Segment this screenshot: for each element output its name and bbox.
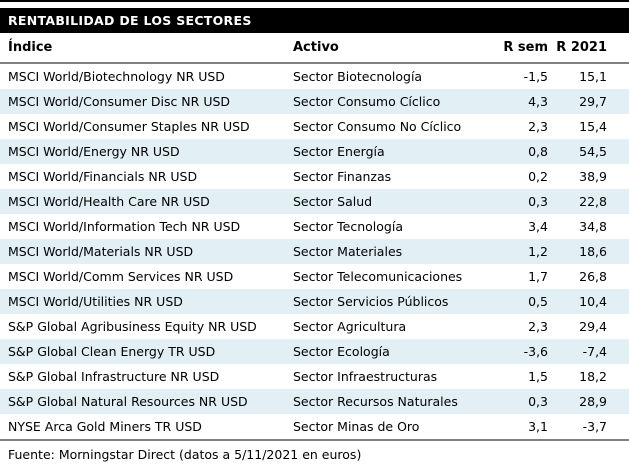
index-cell: S&P Global Natural Resources NR USD [8, 394, 248, 409]
r-sem-cell: 0,3 [528, 194, 548, 209]
r-2021-cell: -7,4 [582, 344, 607, 359]
table-row: MSCI World/Utilities NR USD Sector Servic… [0, 289, 629, 314]
table-row: MSCI World/Materials NR USD Sector Materi… [0, 239, 629, 264]
r-2021-cell: 15,4 [579, 119, 607, 134]
r-2021-cell: 15,1 [579, 69, 607, 84]
index-cell: MSCI World/Consumer Disc NR USD [8, 94, 231, 109]
table-body: MSCI World/Biotechnology NR USD Sector Bi… [0, 64, 629, 439]
index-cell: MSCI World/Biotechnology NR USD [8, 69, 225, 84]
r-sem-cell: 1,2 [528, 244, 548, 259]
r-2021-cell: 54,5 [579, 144, 607, 159]
table-row: MSCI World/Consumer Staples NR USD Sector… [0, 114, 629, 139]
r-sem-cell: -1,5 [523, 69, 548, 84]
index-cell: S&P Global Clean Energy TR USD [8, 344, 216, 359]
table-title: RENTABILIDAD DE LOS SECTORES [8, 13, 252, 28]
table-row: NYSE Arca Gold Miners TR USD Sector Minas… [0, 414, 629, 439]
r-2021-cell: 34,8 [579, 219, 607, 234]
table-row: S&P Global Infrastructure NR USD Sector I… [0, 364, 629, 389]
asset-cell: Sector Finanzas [293, 169, 392, 184]
r-2021-cell: 28,9 [579, 394, 607, 409]
index-column-header: Índice [8, 40, 53, 55]
index-cell: MSCI World/Energy NR USD [8, 144, 180, 159]
r-2021-cell: 18,2 [579, 369, 607, 384]
table-row: MSCI World/Consumer Disc NR USD Sector Co… [0, 89, 629, 114]
r-2021-column-header: R 2021 [556, 40, 607, 55]
asset-cell: Sector Tecnología [293, 219, 403, 234]
r-sem-cell: 0,5 [528, 294, 548, 309]
asset-cell: Sector Salud [293, 194, 373, 209]
asset-cell: Sector Minas de Oro [293, 419, 420, 434]
bottom-rule [0, 439, 629, 441]
asset-cell: Sector Consumo No Cíclico [293, 119, 462, 134]
table-row: S&P Global Clean Energy TR USD Sector Eco… [0, 339, 629, 364]
r-sem-cell: 1,5 [528, 369, 548, 384]
table-row: S&P Global Agribusiness Equity NR USD Sec… [0, 314, 629, 339]
asset-cell: Sector Agricultura [293, 319, 407, 334]
asset-cell: Sector Recursos Naturales [293, 394, 458, 409]
table-row: MSCI World/Energy NR USD Sector Energía 0,… [0, 139, 629, 164]
r-2021-cell: 29,7 [579, 94, 607, 109]
r-sem-cell: 4,3 [528, 94, 548, 109]
table-row: MSCI World/Financials NR USD Sector Finan… [0, 164, 629, 189]
r-2021-cell: 38,9 [579, 169, 607, 184]
r-2021-cell: 10,4 [579, 294, 607, 309]
r-sem-cell: 1,7 [528, 269, 548, 284]
table-row: MSCI World/Comm Services NR USD Sector Te… [0, 264, 629, 289]
asset-cell: Sector Materiales [293, 244, 403, 259]
top-border-line [0, 0, 629, 2]
r-sem-cell: -3,6 [523, 344, 548, 359]
index-cell: MSCI World/Health Care NR USD [8, 194, 210, 209]
table-row: S&P Global Natural Resources NR USD Secto… [0, 389, 629, 414]
r-sem-cell: 0,3 [528, 394, 548, 409]
header-rule [0, 62, 629, 64]
asset-cell: Sector Infraestructuras [293, 369, 438, 384]
asset-cell: Sector Telecomunicaciones [293, 269, 463, 284]
index-cell: MSCI World/Materials NR USD [8, 244, 194, 259]
r-sem-cell: 3,4 [528, 219, 548, 234]
r-2021-cell: 26,8 [579, 269, 607, 284]
r-sem-cell: 2,3 [528, 119, 548, 134]
r-sem-cell: 0,2 [528, 169, 548, 184]
index-cell: S&P Global Infrastructure NR USD [8, 369, 220, 384]
source-note: Fuente: Morningstar Direct (datos a 5/11… [8, 447, 362, 462]
asset-cell: Sector Ecología [293, 344, 390, 359]
asset-column-header: Activo [293, 40, 339, 55]
table-row: MSCI World/Health Care NR USD Sector Salu… [0, 189, 629, 214]
index-cell: MSCI World/Utilities NR USD [8, 294, 183, 309]
index-cell: MSCI World/Information Tech NR USD [8, 219, 241, 234]
r-2021-cell: 22,8 [579, 194, 607, 209]
r-sem-cell: 2,3 [528, 319, 548, 334]
r-sem-cell: 3,1 [528, 419, 548, 434]
index-cell: MSCI World/Financials NR USD [8, 169, 198, 184]
table-row: MSCI World/Information Tech NR USD Sector… [0, 214, 629, 239]
r-sem-cell: 0,8 [528, 144, 548, 159]
asset-cell: Sector Consumo Cíclico [293, 94, 441, 109]
r-sem-column-header: R sem [503, 40, 548, 55]
table-title-bar: RENTABILIDAD DE LOS SECTORES [0, 8, 629, 33]
index-cell: S&P Global Agribusiness Equity NR USD [8, 319, 257, 334]
column-header-row: Índice Activo R sem R 2021 [0, 33, 629, 62]
r-2021-cell: -3,7 [582, 419, 607, 434]
asset-cell: Sector Biotecnología [293, 69, 423, 84]
asset-cell: Sector Servicios Públicos [293, 294, 449, 309]
r-2021-cell: 18,6 [579, 244, 607, 259]
index-cell: MSCI World/Consumer Staples NR USD [8, 119, 250, 134]
r-2021-cell: 29,4 [579, 319, 607, 334]
index-cell: NYSE Arca Gold Miners TR USD [8, 419, 202, 434]
asset-cell: Sector Energía [293, 144, 385, 159]
index-cell: MSCI World/Comm Services NR USD [8, 269, 234, 284]
table-row: MSCI World/Biotechnology NR USD Sector Bi… [0, 64, 629, 89]
